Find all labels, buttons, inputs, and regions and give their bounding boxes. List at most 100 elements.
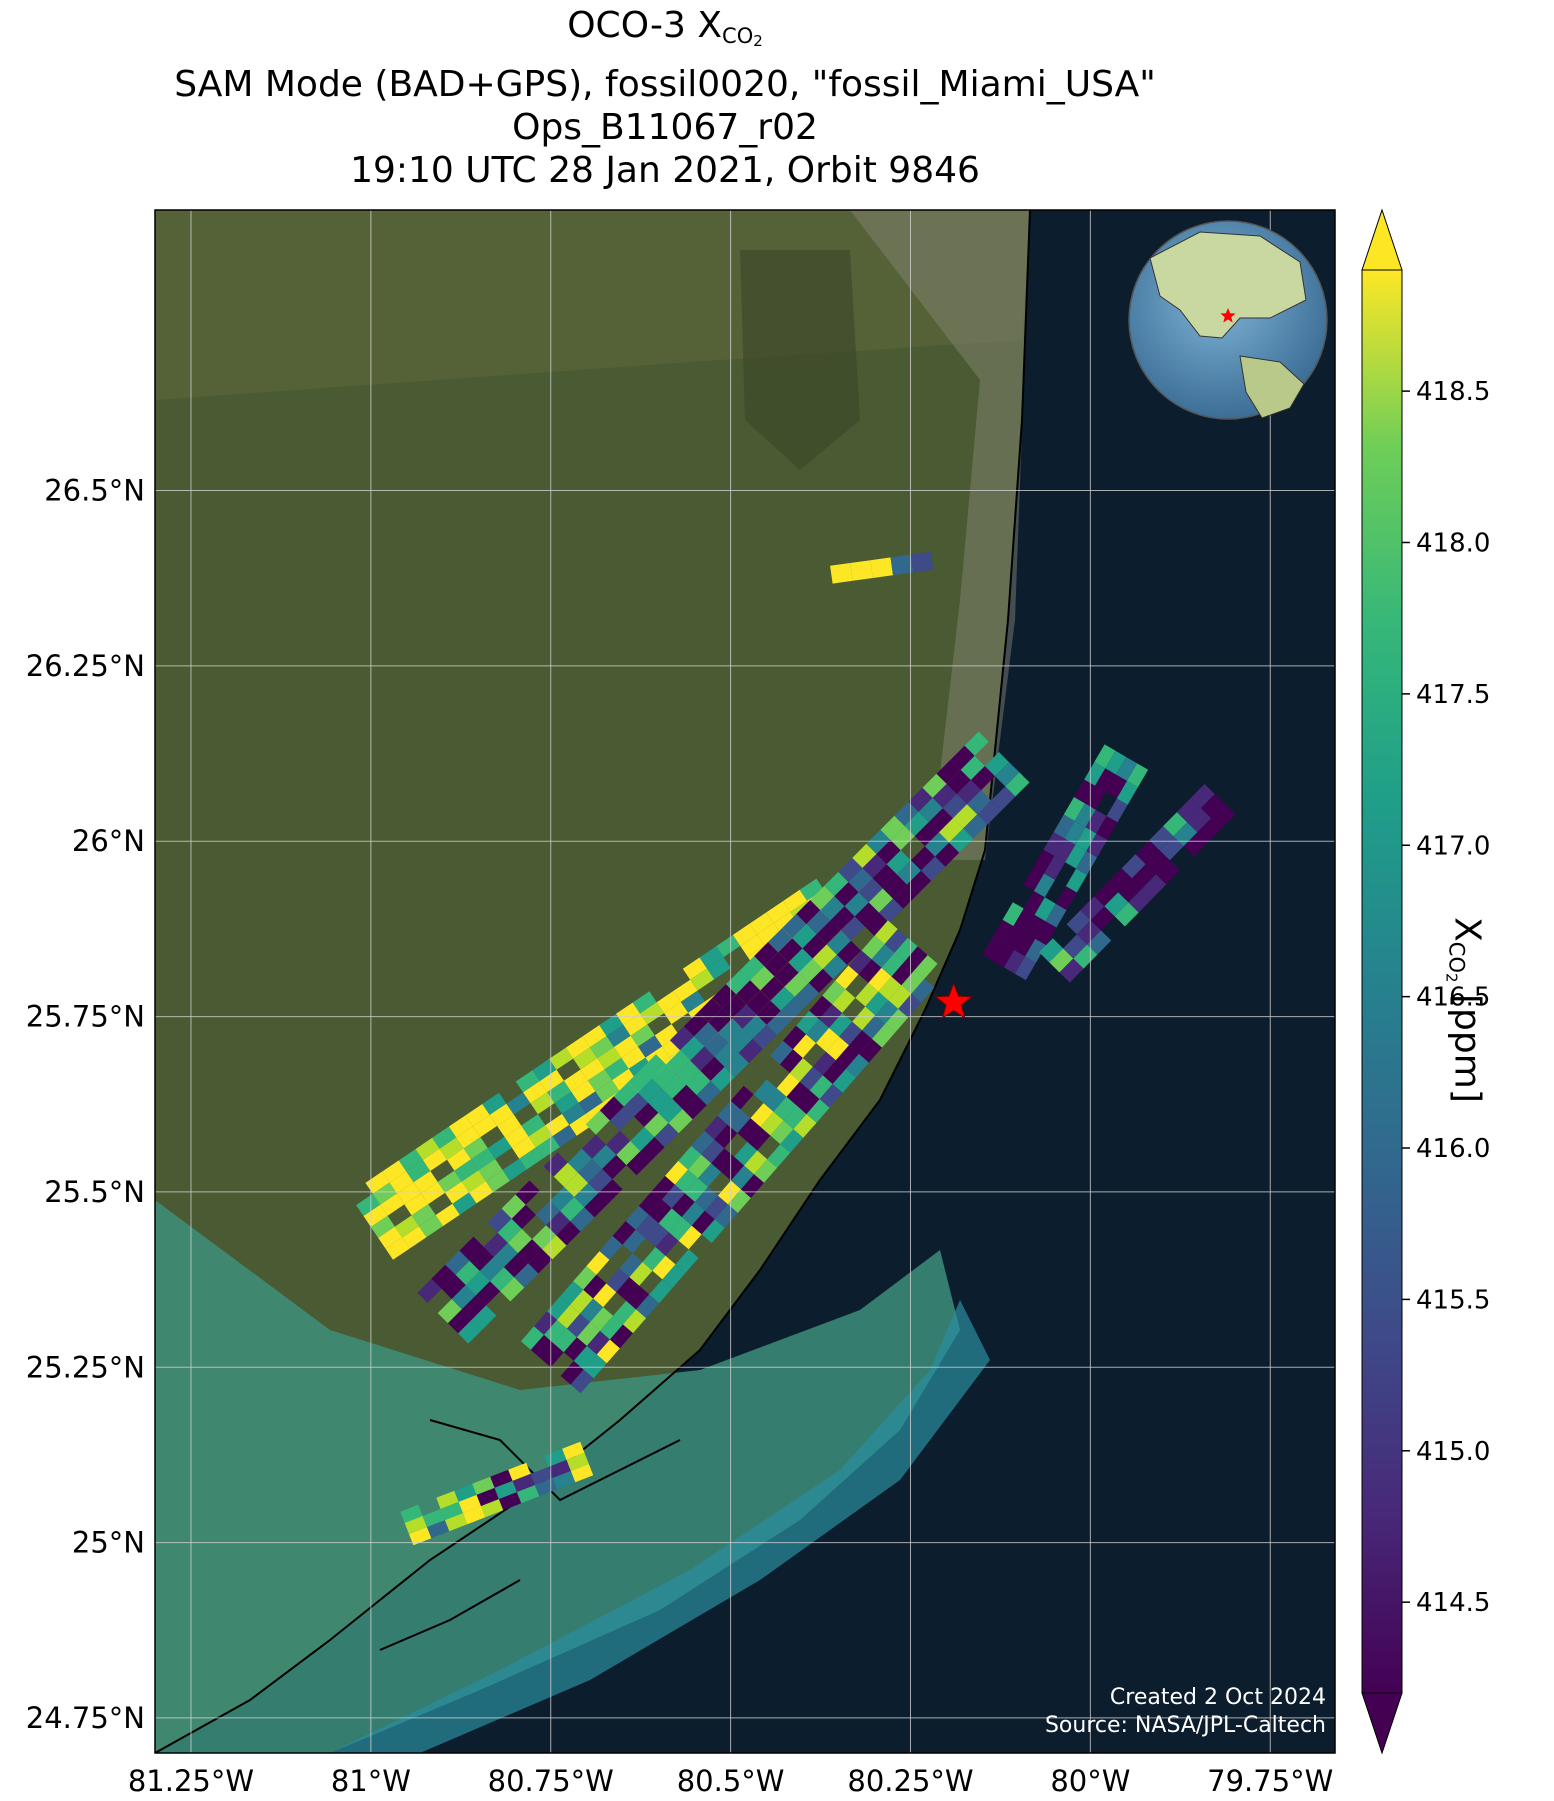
sounding-cell xyxy=(548,1459,571,1478)
sounding-cell xyxy=(580,1298,604,1323)
sounding-cell xyxy=(1055,886,1077,910)
sounding-cell xyxy=(881,952,905,977)
sounding-cell xyxy=(640,1137,665,1162)
sounding-cell xyxy=(824,871,849,897)
sounding-cell xyxy=(747,1126,771,1151)
sounding-cell xyxy=(935,842,960,867)
sounding-cell xyxy=(691,1210,715,1235)
sounding-cell xyxy=(658,1098,683,1123)
sounding-cell xyxy=(485,1169,510,1193)
sounding-cell xyxy=(606,1130,631,1155)
sounding-cell xyxy=(581,1134,607,1159)
sounding-cell xyxy=(844,892,869,917)
sounding-cell xyxy=(497,1114,522,1137)
sounding-cell xyxy=(1014,932,1036,957)
sounding-cell xyxy=(476,1281,501,1306)
sounding-cell xyxy=(680,1036,705,1061)
sounding-cell xyxy=(738,1038,763,1064)
colorbar-extend-min xyxy=(1361,1692,1403,1755)
sounding-cell xyxy=(1059,958,1084,983)
sounding-cell xyxy=(1142,874,1167,899)
sounding-cell xyxy=(858,1038,882,1063)
sounding-cell xyxy=(764,952,789,977)
globe-inset xyxy=(1128,220,1328,420)
sounding-cell xyxy=(570,1289,594,1314)
sounding-cell xyxy=(437,1170,462,1193)
sounding-cell xyxy=(454,1483,477,1502)
sounding-cell xyxy=(850,560,873,581)
sounding-cell xyxy=(704,1115,728,1140)
sounding-cell xyxy=(1176,798,1201,823)
sounding-cell xyxy=(614,1035,639,1058)
sounding-cell xyxy=(613,1082,638,1107)
globe-target-star-icon xyxy=(1220,308,1236,323)
sounding-cell xyxy=(848,950,872,975)
latitude-tick-label: 25.5°N xyxy=(44,1175,145,1209)
sounding-cell xyxy=(595,1080,620,1103)
sounding-cell xyxy=(744,1150,768,1175)
sounding-cell xyxy=(540,1343,564,1368)
sounding-cell xyxy=(625,1206,649,1230)
colorbar-tick-label: 414.5 xyxy=(1416,1588,1490,1618)
sounding-cell xyxy=(654,1024,679,1047)
sounding-cell xyxy=(901,970,925,994)
sounding-cell xyxy=(535,1136,560,1159)
sounding-cell xyxy=(691,1130,715,1155)
sounding-cell xyxy=(372,1182,397,1205)
sounding-cell xyxy=(1014,956,1036,981)
sounding-cell xyxy=(580,1058,605,1081)
sounding-cell xyxy=(907,870,932,895)
sounding-cell xyxy=(445,1513,468,1532)
sounding-cell xyxy=(1084,761,1106,786)
sounding-cell xyxy=(686,1070,711,1095)
sounding-cell xyxy=(858,959,882,983)
sounding-cell xyxy=(404,1193,429,1216)
sounding-cell xyxy=(552,1471,576,1490)
sounding-cell xyxy=(699,946,724,969)
sounding-swath xyxy=(830,551,934,584)
longitude-tick-label: 80.75°W xyxy=(488,1764,614,1798)
sounding-cell xyxy=(783,889,808,912)
sounding-cell xyxy=(487,1208,512,1233)
sounding-cell xyxy=(794,982,819,1007)
sounding-cell xyxy=(766,901,791,924)
sounding-cell xyxy=(535,1200,561,1226)
sounding-cell xyxy=(550,1186,575,1211)
latitude-tick-label: 25.25°N xyxy=(26,1350,145,1384)
sounding-cell xyxy=(1094,744,1116,769)
sounding-cell xyxy=(553,1328,577,1353)
sounding-cell xyxy=(710,1066,735,1092)
sounding-cell xyxy=(645,1223,669,1247)
sounding-cell xyxy=(440,1501,463,1521)
sounding-cell xyxy=(673,979,698,1002)
sounding-cell xyxy=(445,1181,470,1204)
sounding-cell xyxy=(922,773,947,798)
sounding-cell xyxy=(802,934,827,959)
sounding-swath xyxy=(982,744,1149,981)
sounding-cell xyxy=(845,1053,869,1078)
sounding-cell xyxy=(545,1113,570,1137)
sounding-cell xyxy=(544,1448,567,1467)
sounding-cell xyxy=(1116,780,1138,805)
sounding-cell xyxy=(675,1169,699,1194)
sounding-cell xyxy=(750,966,775,991)
sounding-cell xyxy=(497,1218,522,1243)
sounding-cell xyxy=(455,1260,480,1285)
sounding-cell xyxy=(634,1102,659,1127)
sounding-cell xyxy=(396,1182,421,1205)
sounding-cell xyxy=(893,884,918,909)
sounding-cell xyxy=(825,1036,849,1061)
sounding-cell xyxy=(1116,757,1138,781)
sounding-cell xyxy=(556,1221,581,1246)
sounding-cell xyxy=(995,762,1020,787)
sounding-cell xyxy=(588,1168,613,1194)
sounding-cell xyxy=(773,1096,797,1121)
sounding-cell xyxy=(1063,797,1085,821)
sounding-cell xyxy=(463,1506,486,1525)
sounding-cell xyxy=(642,1247,666,1271)
sounding-cell xyxy=(812,1051,836,1076)
sounding-cell xyxy=(778,938,803,963)
sounding-cell xyxy=(780,996,805,1021)
sounding-cell xyxy=(830,906,855,931)
sounding-cell xyxy=(511,1136,536,1159)
